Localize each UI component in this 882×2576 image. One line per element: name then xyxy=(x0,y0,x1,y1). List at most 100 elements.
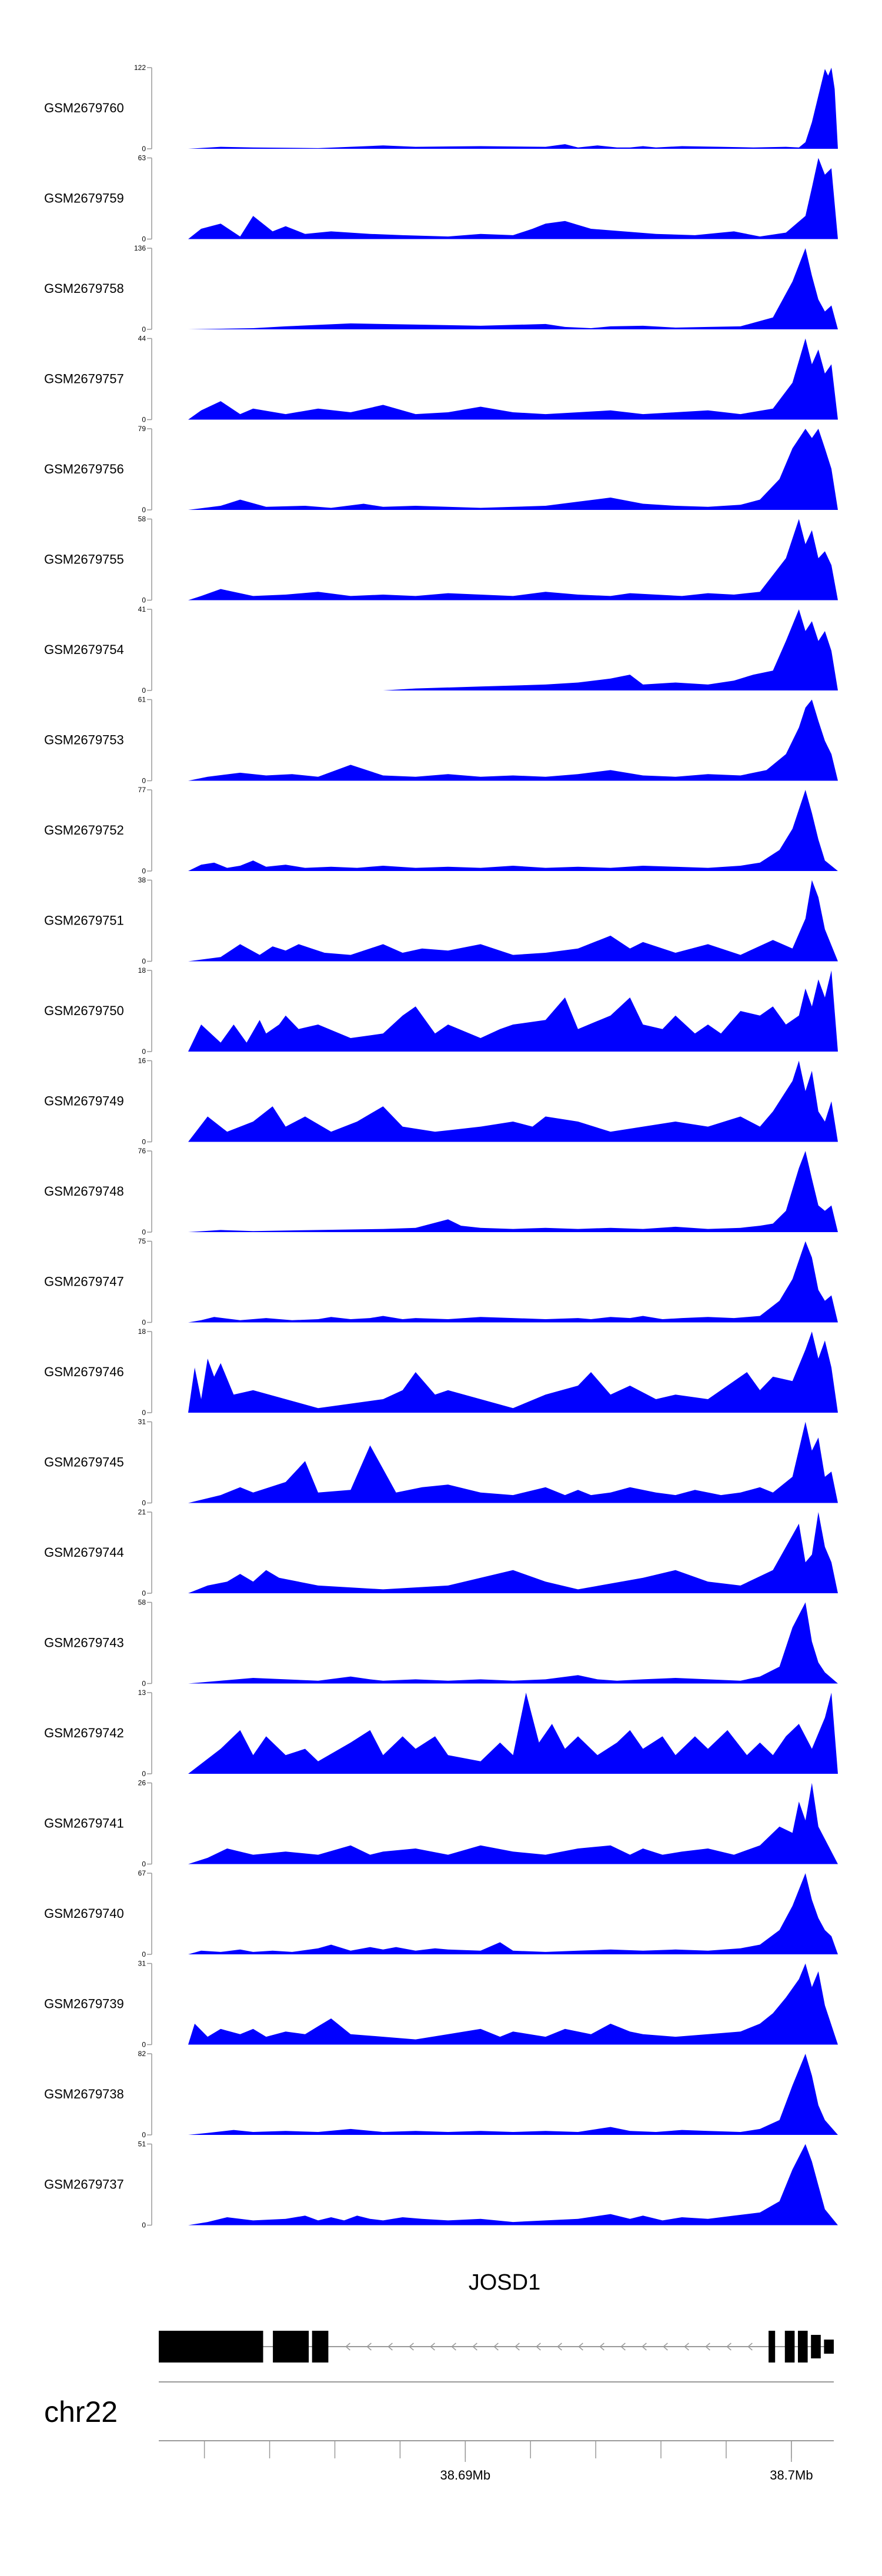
gene-exon-3 xyxy=(312,2331,329,2363)
y-tick-label-max: 63 xyxy=(138,154,146,162)
y-tick-label-zero: 0 xyxy=(142,1228,146,1236)
coverage-area-GSM2679744 xyxy=(188,1512,838,1593)
coverage-area-GSM2679749 xyxy=(188,1060,838,1142)
y-tick-label-max: 75 xyxy=(138,1237,146,1246)
y-tick-label-zero: 0 xyxy=(142,1138,146,1146)
x-tick-label-1: 38.69Mb xyxy=(440,2468,491,2482)
strand-arrow xyxy=(366,2343,372,2351)
strand-arrow xyxy=(705,2343,710,2351)
track-label-GSM2679758: GSM2679758 xyxy=(44,281,124,296)
track-label-GSM2679757: GSM2679757 xyxy=(44,372,124,386)
track-label-GSM2679754: GSM2679754 xyxy=(44,642,124,657)
y-tick-label-zero: 0 xyxy=(142,325,146,333)
y-tick-label-zero: 0 xyxy=(142,1499,146,1507)
y-tick-label-max: 136 xyxy=(134,244,146,252)
track-label-GSM2679741: GSM2679741 xyxy=(44,1816,124,1831)
coverage-area-GSM2679747 xyxy=(188,1241,838,1323)
coverage-area-GSM2679756 xyxy=(188,429,838,510)
track-label-GSM2679755: GSM2679755 xyxy=(44,552,124,567)
strand-arrow xyxy=(663,2343,668,2351)
gene-exon-5 xyxy=(784,2331,795,2363)
coverage-area-GSM2679738 xyxy=(188,2054,838,2135)
coverage-area-GSM2679755 xyxy=(188,519,838,600)
y-tick-label-max: 26 xyxy=(138,1779,146,1787)
y-tick-label-max: 38 xyxy=(138,876,146,885)
strand-arrow xyxy=(345,2343,350,2351)
y-tick-label-zero: 0 xyxy=(142,506,146,514)
strand-arrow xyxy=(620,2343,626,2351)
track-label-GSM2679756: GSM2679756 xyxy=(44,462,124,476)
y-tick-label-max: 18 xyxy=(138,966,146,975)
strand-arrow xyxy=(387,2343,393,2351)
coverage-area-GSM2679757 xyxy=(188,338,838,420)
strand-arrow xyxy=(747,2343,753,2351)
track-label-GSM2679738: GSM2679738 xyxy=(44,2087,124,2101)
coverage-area-GSM2679743 xyxy=(188,1602,838,1684)
track-label-GSM2679760: GSM2679760 xyxy=(44,101,124,115)
y-tick-label-max: 31 xyxy=(138,1960,146,1968)
y-tick-label-zero: 0 xyxy=(142,235,146,243)
y-tick-label-zero: 0 xyxy=(142,1950,146,1958)
track-label-GSM2679752: GSM2679752 xyxy=(44,823,124,837)
track-label-GSM2679748: GSM2679748 xyxy=(44,1184,124,1199)
strand-arrow xyxy=(536,2343,541,2351)
strand-arrow xyxy=(451,2343,456,2351)
coverage-area-GSM2679741 xyxy=(188,1783,838,1864)
strand-arrow xyxy=(493,2343,499,2351)
y-tick-label-max: 21 xyxy=(138,1508,146,1516)
strand-arrow xyxy=(726,2343,731,2351)
gene-exon-7 xyxy=(811,2335,821,2358)
coverage-area-GSM2679746 xyxy=(188,1332,838,1413)
y-tick-label-max: 58 xyxy=(138,515,146,523)
gene-exon-2 xyxy=(273,2331,309,2363)
y-tick-label-zero: 0 xyxy=(142,1680,146,1688)
y-tick-label-max: 18 xyxy=(138,1327,146,1336)
gene-exon-1 xyxy=(159,2331,263,2363)
strand-arrow xyxy=(599,2343,604,2351)
y-tick-label-zero: 0 xyxy=(142,416,146,424)
track-label-GSM2679749: GSM2679749 xyxy=(44,1094,124,1109)
strand-arrow xyxy=(409,2343,414,2351)
coverage-area-GSM2679759 xyxy=(188,158,838,239)
track-label-GSM2679745: GSM2679745 xyxy=(44,1455,124,1470)
y-tick-label-zero: 0 xyxy=(142,596,146,605)
track-label-GSM2679743: GSM2679743 xyxy=(44,1636,124,1650)
track-label-GSM2679742: GSM2679742 xyxy=(44,1726,124,1740)
coverage-area-GSM2679751 xyxy=(188,880,838,962)
y-tick-label-zero: 0 xyxy=(142,1770,146,1778)
y-tick-label-zero: 0 xyxy=(142,1409,146,1417)
y-tick-label-max: 44 xyxy=(138,335,146,343)
coverage-area-GSM2679740 xyxy=(188,1873,838,1954)
track-label-GSM2679740: GSM2679740 xyxy=(44,1906,124,1921)
strand-arrow xyxy=(557,2343,562,2351)
y-tick-label-zero: 0 xyxy=(142,957,146,966)
y-tick-label-zero: 0 xyxy=(142,145,146,153)
y-tick-label-max: 77 xyxy=(138,786,146,794)
gene-exon-8 xyxy=(824,2340,834,2354)
gene-exon-6 xyxy=(798,2331,808,2363)
y-tick-label-zero: 0 xyxy=(142,2221,146,2230)
track-label-GSM2679747: GSM2679747 xyxy=(44,1274,124,1289)
y-tick-label-zero: 0 xyxy=(142,1860,146,1868)
y-tick-label-zero: 0 xyxy=(142,2131,146,2139)
y-tick-label-max: 13 xyxy=(138,1689,146,1697)
coverage-area-GSM2679760 xyxy=(188,68,838,149)
y-tick-label-max: 122 xyxy=(134,64,146,72)
strand-arrow xyxy=(514,2343,520,2351)
track-label-GSM2679751: GSM2679751 xyxy=(44,913,124,928)
y-tick-label-zero: 0 xyxy=(142,1589,146,1597)
chromosome-label: chr22 xyxy=(44,2395,118,2428)
y-tick-label-max: 82 xyxy=(138,2050,146,2058)
strand-arrow xyxy=(684,2343,689,2351)
y-tick-label-zero: 0 xyxy=(142,867,146,875)
track-label-GSM2679753: GSM2679753 xyxy=(44,733,124,748)
y-tick-label-zero: 0 xyxy=(142,1319,146,1327)
y-tick-label-max: 51 xyxy=(138,2140,146,2148)
gene-name: JOSD1 xyxy=(469,2270,540,2295)
track-label-GSM2679744: GSM2679744 xyxy=(44,1545,124,1560)
coverage-area-GSM2679748 xyxy=(188,1151,838,1232)
y-tick-label-max: 76 xyxy=(138,1147,146,1155)
y-tick-label-max: 16 xyxy=(138,1057,146,1065)
coverage-area-GSM2679758 xyxy=(188,248,838,329)
track-label-GSM2679746: GSM2679746 xyxy=(44,1364,124,1379)
